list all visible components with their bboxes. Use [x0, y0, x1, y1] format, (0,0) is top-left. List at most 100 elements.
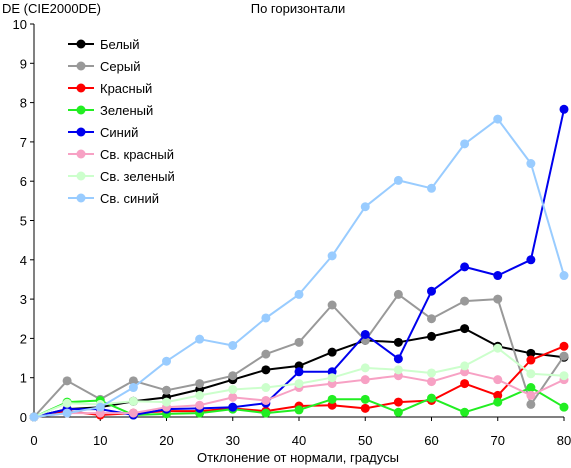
- data-point: [261, 408, 271, 418]
- legend-item: Синий: [68, 125, 138, 140]
- y-tick-label: 9: [20, 56, 27, 71]
- series-layer: [29, 104, 569, 422]
- data-point: [228, 340, 238, 350]
- data-point: [526, 355, 536, 365]
- data-point: [261, 395, 271, 405]
- data-point: [493, 294, 503, 304]
- data-point: [493, 343, 503, 353]
- data-point: [29, 412, 39, 422]
- data-point: [294, 337, 304, 347]
- data-point: [327, 251, 337, 261]
- data-point: [261, 383, 271, 393]
- data-point: [559, 351, 569, 361]
- data-point: [327, 394, 337, 404]
- legend-label: Красный: [100, 81, 152, 96]
- data-point: [460, 379, 470, 389]
- legend-label: Синий: [100, 125, 138, 140]
- data-point: [162, 356, 171, 366]
- data-point: [294, 367, 304, 377]
- data-point: [526, 348, 536, 358]
- data-point: [526, 255, 536, 265]
- data-point: [493, 271, 503, 281]
- y-tick-label: 4: [20, 253, 27, 268]
- data-point: [327, 347, 337, 357]
- x-tick-label: 30: [226, 433, 240, 448]
- data-point: [360, 394, 370, 404]
- x-tick-label: 50: [358, 433, 372, 448]
- data-point: [360, 329, 370, 339]
- legend-swatch-marker: [76, 193, 86, 203]
- legend-label: Белый: [100, 37, 140, 52]
- x-tick-label: 70: [491, 433, 505, 448]
- data-point: [460, 262, 470, 272]
- data-point: [228, 402, 238, 412]
- legend-item: Красный: [68, 81, 152, 96]
- data-point: [460, 407, 470, 417]
- legend-item: Зеленый: [68, 103, 153, 118]
- y-tick-label: 5: [20, 214, 27, 229]
- legend-swatch-marker: [76, 171, 86, 181]
- data-point: [526, 369, 536, 379]
- x-tick-label: 10: [93, 433, 107, 448]
- data-point: [128, 396, 138, 406]
- data-point: [393, 354, 403, 364]
- legend-item: Белый: [68, 37, 140, 52]
- legend-swatch-marker: [76, 127, 86, 137]
- data-point: [62, 408, 72, 418]
- data-point: [62, 376, 72, 386]
- data-point: [195, 390, 205, 400]
- data-point: [526, 390, 536, 400]
- data-point: [195, 334, 205, 344]
- legend-item: Св. красный: [68, 147, 174, 162]
- data-point: [559, 104, 569, 114]
- data-point: [261, 365, 271, 375]
- legend-swatch-marker: [76, 61, 86, 71]
- data-point: [360, 375, 370, 385]
- x-tick-label: 20: [159, 433, 173, 448]
- data-point: [228, 384, 238, 394]
- legend-item: Серый: [68, 59, 140, 74]
- legend-swatch-marker: [76, 149, 86, 159]
- data-point: [294, 289, 304, 299]
- data-point: [327, 373, 337, 383]
- data-point: [427, 393, 436, 403]
- legend-label: Св. синий: [100, 191, 159, 206]
- data-point: [228, 371, 238, 381]
- data-point: [327, 300, 337, 310]
- data-point: [427, 183, 436, 193]
- data-point: [360, 403, 370, 413]
- data-point: [460, 361, 470, 371]
- series-6: [29, 343, 569, 422]
- series-7: [29, 114, 569, 422]
- y-tick-label: 0: [20, 410, 27, 425]
- data-point: [360, 202, 370, 212]
- data-point: [62, 398, 72, 408]
- data-point: [526, 383, 536, 393]
- legend-item: Св. зеленый: [68, 169, 175, 184]
- legend-label: Св. красный: [100, 147, 174, 162]
- data-point: [427, 368, 436, 378]
- data-point: [460, 324, 470, 334]
- data-point: [559, 371, 569, 381]
- legend-label: Зеленый: [100, 103, 153, 118]
- y-tick-label: 2: [20, 331, 27, 346]
- data-point: [162, 397, 171, 407]
- data-point: [261, 313, 271, 323]
- data-point: [393, 337, 403, 347]
- data-point: [460, 296, 470, 306]
- data-point: [526, 159, 536, 169]
- data-point: [427, 286, 436, 296]
- data-point: [427, 377, 436, 387]
- legend-swatch-marker: [76, 105, 86, 115]
- data-point: [95, 402, 105, 412]
- legend: Белый Серый Красный Зеленый Синий Св. красный…: [68, 37, 175, 206]
- data-point: [360, 363, 370, 373]
- data-point: [460, 139, 470, 149]
- data-point: [427, 314, 436, 324]
- axes: 0 1 2 3 4 5 6 7 8 9 10 0 10 20 30 40 50 60 70 80: [13, 17, 571, 448]
- data-point: [559, 402, 569, 412]
- data-point: [493, 397, 503, 407]
- data-point: [493, 375, 503, 385]
- x-tick-label: 60: [424, 433, 438, 448]
